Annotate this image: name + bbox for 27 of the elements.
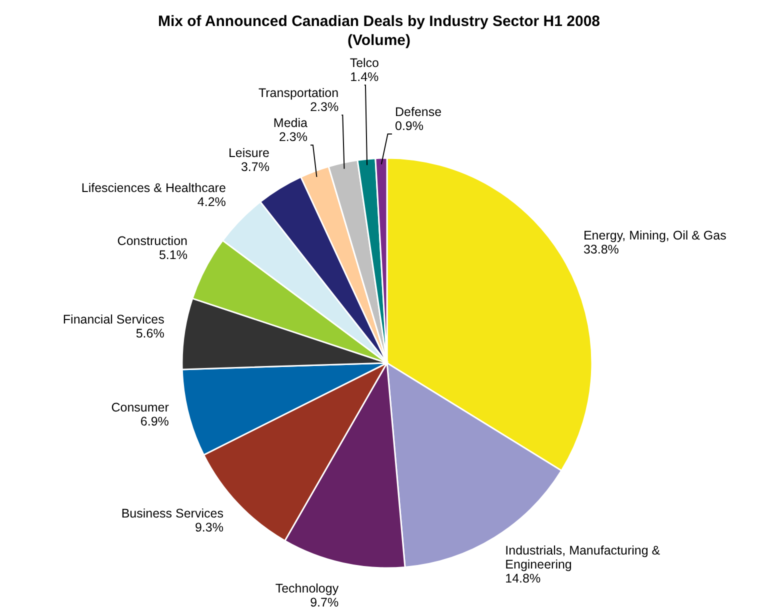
data-label: 2.3% <box>278 130 308 144</box>
slice-label: Defense <box>395 105 442 119</box>
slice-label: Leisure <box>228 146 270 160</box>
data-label: 33.8% <box>583 242 619 256</box>
data-label: 2.3% <box>310 100 339 114</box>
slice-label: Energy, Mining, Oil & Gas <box>583 228 726 242</box>
data-label: 5.6% <box>136 326 164 341</box>
slice-label: Lifesciences & Healthcare <box>81 180 226 195</box>
data-label: 9.7% <box>310 596 339 609</box>
slice-label: Consumer <box>111 400 169 414</box>
data-label: 4.2% <box>197 194 226 209</box>
slice-label: Transportation <box>258 86 339 100</box>
data-label: 3.7% <box>240 160 270 174</box>
slice-label: Financial Services <box>62 312 164 327</box>
data-label: 9.3% <box>194 520 224 535</box>
data-label: 5.1% <box>158 248 188 262</box>
slice-label: Media <box>273 116 308 130</box>
slice-label: Industrials, Manufacturing & Engineering <box>505 543 661 572</box>
data-label: 0.9% <box>395 119 424 133</box>
slice-label: Telco <box>350 56 380 70</box>
data-label: 14.8% <box>505 571 541 586</box>
data-label: 6.9% <box>140 414 169 428</box>
chart-title: Mix of Announced Canadian Deals by Industry Sector H1 2008 (Volume) <box>158 13 600 49</box>
slice-label: Technology <box>275 582 340 596</box>
slice-label: Business Services <box>121 506 224 521</box>
slice-label: Construction <box>117 234 188 248</box>
data-label: 1.4% <box>350 70 379 84</box>
